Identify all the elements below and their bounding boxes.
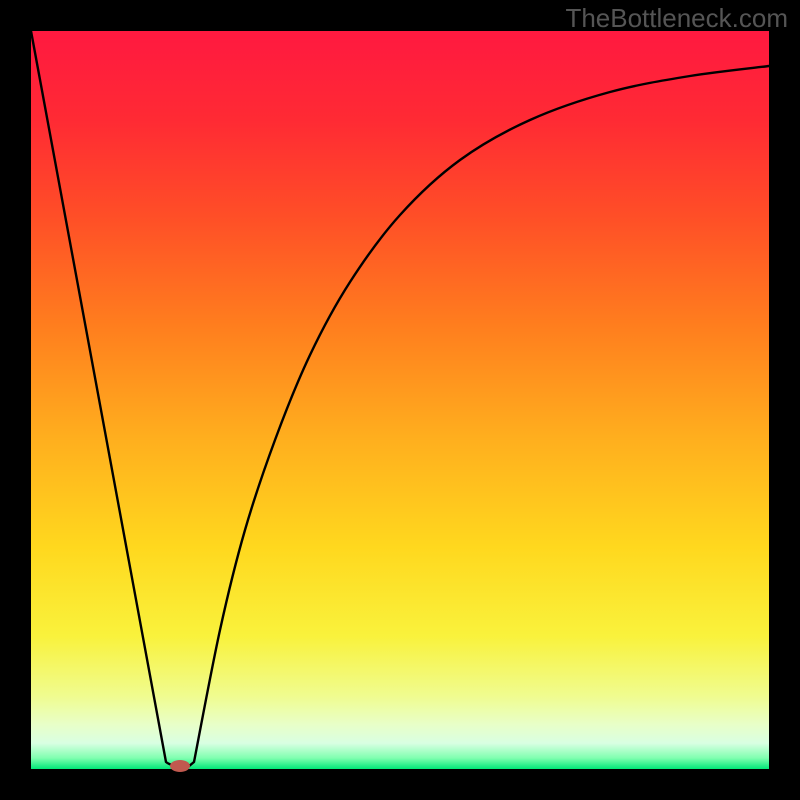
watermark-text: TheBottleneck.com <box>565 3 788 34</box>
chart-container: TheBottleneck.com <box>0 0 800 800</box>
optimal-point-marker <box>170 760 190 772</box>
bottleneck-curve <box>31 31 769 767</box>
curve-layer <box>0 0 800 800</box>
